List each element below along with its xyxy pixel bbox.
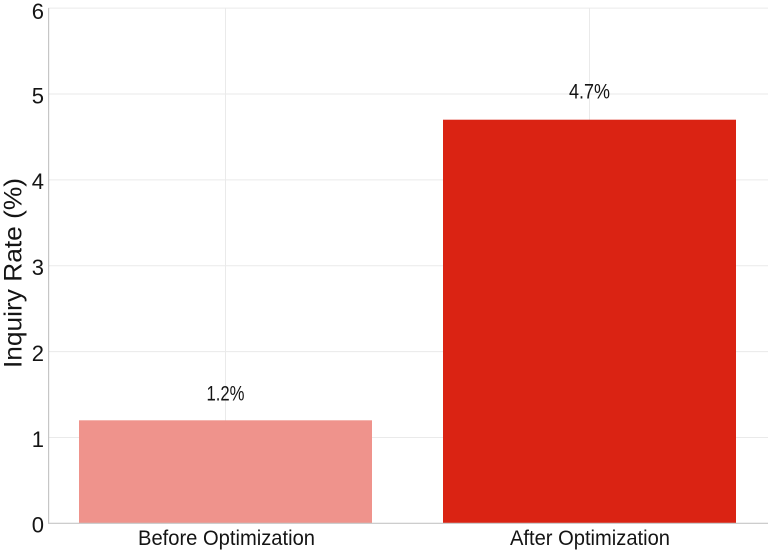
svg-text:Inquiry Rate (%): Inquiry Rate (%) [0, 178, 28, 368]
svg-text:5: 5 [32, 83, 44, 108]
svg-text:6: 6 [32, 0, 44, 24]
svg-text:1.2%: 1.2% [207, 383, 245, 406]
svg-text:4.7%: 4.7% [569, 81, 610, 104]
svg-text:4: 4 [32, 169, 44, 194]
svg-text:0: 0 [32, 512, 44, 537]
svg-text:1: 1 [32, 427, 44, 452]
svg-text:3: 3 [32, 255, 44, 280]
svg-text:Before Optimization: Before Optimization [138, 527, 315, 550]
svg-text:2: 2 [32, 341, 44, 366]
svg-text:After Optimization: After Optimization [510, 527, 670, 550]
